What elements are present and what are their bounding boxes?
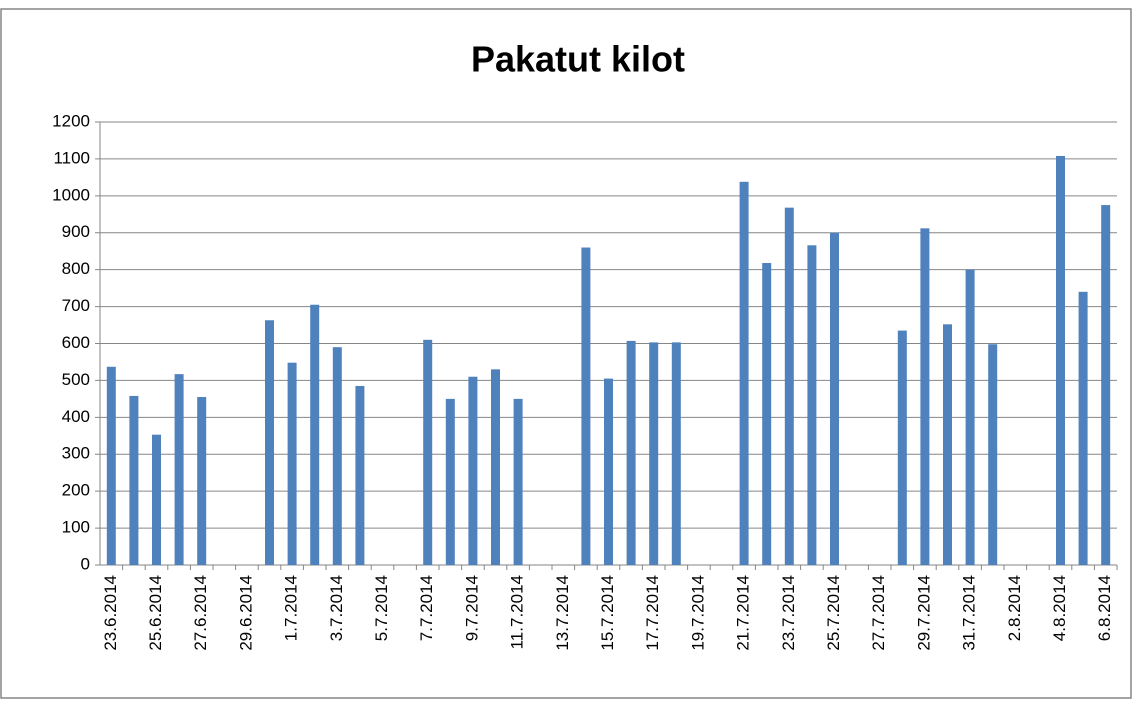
y-tick-label: 400	[62, 407, 90, 426]
bar	[739, 181, 749, 565]
y-tick-label: 1000	[52, 185, 90, 204]
y-tick-label: 200	[62, 481, 90, 500]
bar	[445, 398, 455, 565]
bar	[784, 207, 794, 565]
x-tick-label: 13.7.2014	[553, 575, 572, 651]
bar	[152, 434, 161, 565]
bar	[671, 342, 681, 565]
bar	[920, 228, 930, 565]
y-tick-label: 1100	[53, 148, 90, 167]
bar	[197, 397, 207, 565]
y-tick-label: 100	[62, 518, 90, 537]
x-tick-label: 6.8.2014	[1095, 575, 1114, 641]
bar	[604, 378, 613, 565]
x-tick-label: 5.7.2014	[372, 575, 391, 641]
x-tick-label: 17.7.2014	[643, 575, 662, 651]
bar	[332, 347, 342, 565]
x-tick-label: 27.7.2014	[869, 575, 888, 651]
x-tick-label: 23.7.2014	[779, 575, 798, 651]
x-tick-label: 4.8.2014	[1050, 575, 1069, 641]
bar	[1056, 155, 1065, 566]
x-tick-label: 27.6.2014	[191, 575, 210, 651]
bar	[762, 263, 772, 565]
y-tick-label: 0	[81, 554, 90, 573]
x-tick-label: 19.7.2014	[688, 575, 707, 651]
bar	[943, 324, 952, 565]
bar	[265, 320, 274, 565]
bar	[1101, 205, 1111, 565]
bar	[965, 269, 975, 565]
x-tick-label: 1.7.2014	[282, 575, 301, 641]
y-tick-label: 300	[62, 444, 90, 463]
x-tick-label: 15.7.2014	[598, 575, 617, 651]
bar	[626, 340, 636, 565]
x-tick-label: 25.6.2014	[146, 575, 165, 651]
x-tick-label: 29.6.2014	[236, 575, 255, 651]
y-tick-label: 600	[62, 333, 90, 352]
bar	[581, 247, 591, 565]
x-tick-label: 21.7.2014	[734, 575, 753, 651]
chart-border	[0, 8, 1132, 699]
y-tick-label: 1200	[52, 111, 90, 130]
bar	[287, 362, 297, 565]
x-tick-label: 3.7.2014	[327, 575, 346, 641]
x-tick-label: 7.7.2014	[417, 575, 436, 641]
chart-title: Pakatut kilot	[471, 39, 685, 80]
bar	[106, 366, 116, 565]
bar	[1078, 291, 1088, 565]
bar	[174, 374, 184, 565]
y-tick-label: 700	[62, 296, 90, 315]
bar	[807, 245, 817, 565]
y-tick-label: 500	[62, 370, 90, 389]
x-tick-label: 9.7.2014	[462, 575, 481, 641]
x-tick-label: 11.7.2014	[508, 575, 527, 649]
bar	[423, 339, 433, 565]
bar	[355, 385, 365, 565]
bar	[310, 304, 320, 565]
bar	[491, 369, 500, 565]
x-tick-label: 31.7.2014	[960, 575, 979, 651]
x-tick-label: 29.7.2014	[914, 575, 933, 651]
y-tick-label: 900	[62, 222, 90, 241]
bar	[468, 376, 478, 565]
bar	[129, 395, 139, 565]
y-tick-label: 800	[62, 259, 90, 278]
bar	[649, 342, 659, 565]
bar	[988, 344, 998, 565]
bar	[897, 330, 907, 565]
x-tick-label: 2.8.2014	[1005, 575, 1024, 641]
x-tick-label: 23.6.2014	[101, 575, 120, 651]
bar	[513, 398, 523, 565]
x-tick-label: 25.7.2014	[824, 575, 843, 651]
bar	[830, 232, 839, 565]
